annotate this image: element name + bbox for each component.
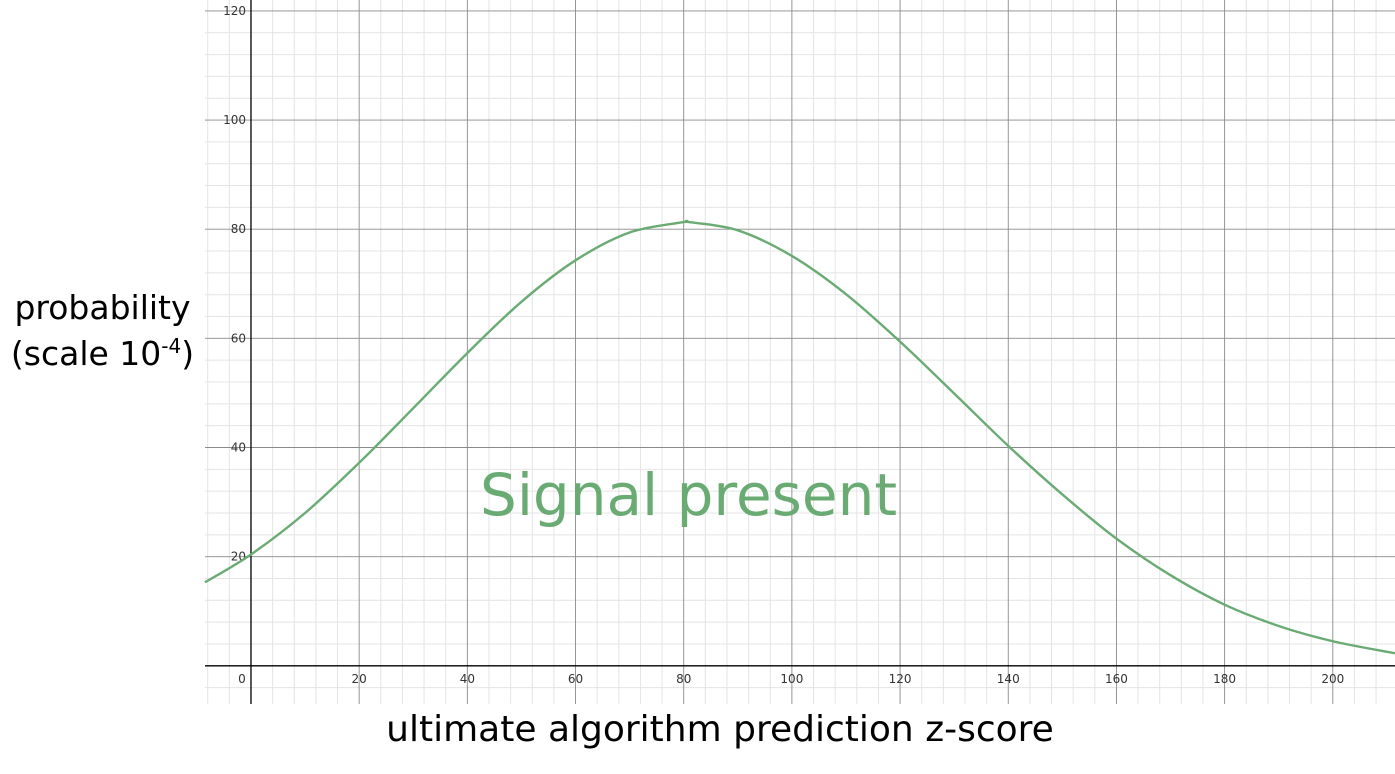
data-series (204, 219, 1395, 655)
signal-annotation: Signal present (480, 461, 898, 529)
y-tick-label: 60 (231, 331, 246, 345)
y-tick-label: 80 (231, 222, 246, 236)
y-axis-scale-suffix: ) (181, 334, 195, 373)
y-axis-scale-prefix: (scale 10 (10, 334, 162, 373)
major-gridlines (205, 0, 1395, 704)
y-axis-label: probability (scale 10-4) (0, 285, 205, 377)
y-axis-label-scale: (scale 10-4) (0, 331, 205, 377)
y-tick-label: 40 (231, 441, 246, 455)
x-axis-label: ultimate algorithm prediction z-score (386, 709, 1054, 750)
x-tick-label: 180 (1213, 672, 1236, 686)
x-tick-label: 120 (889, 672, 912, 686)
x-tick-label: 200 (1321, 672, 1344, 686)
y-tick-label: 120 (223, 4, 246, 18)
axes (205, 0, 1395, 704)
x-tick-label: 140 (997, 672, 1020, 686)
x-tick-label: 20 (352, 672, 367, 686)
minor-gridlines (205, 0, 1395, 704)
x-tick-label: 40 (460, 672, 475, 686)
y-axis-scale-exponent: -4 (161, 334, 182, 358)
series-line (204, 219, 1395, 655)
x-tick-label: 80 (676, 672, 691, 686)
x-tick-label: 60 (568, 672, 583, 686)
y-axis-label-main: probability (14, 288, 191, 327)
x-tick-label: 100 (780, 672, 803, 686)
y-tick-label: 100 (223, 113, 246, 127)
tick-labels: 0 20 40 60 80 100 120 140 160 180 2002040608010012… (223, 4, 1344, 686)
x-tick-label: 160 (1105, 672, 1128, 686)
x-tick-label: 0 (238, 672, 246, 686)
